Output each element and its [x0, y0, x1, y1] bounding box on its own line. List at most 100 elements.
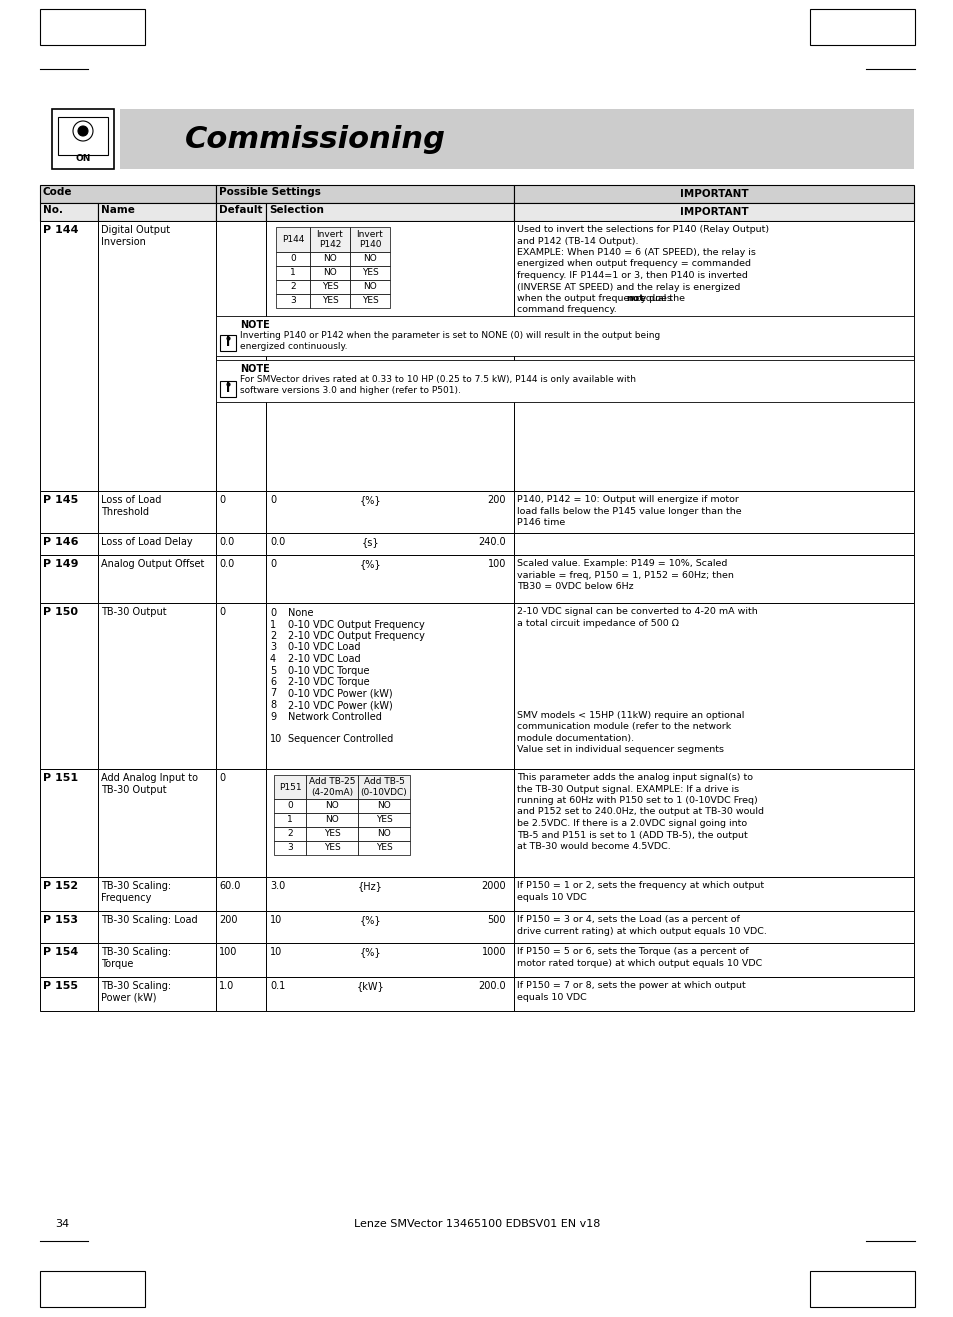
- Text: and P142 (TB-14 Output).: and P142 (TB-14 Output).: [517, 237, 638, 245]
- Bar: [40, 184, 215, 203]
- Text: 0: 0: [287, 801, 293, 810]
- Text: NOTE: NOTE: [240, 363, 270, 374]
- Text: 0.0: 0.0: [219, 537, 234, 547]
- Text: 10: 10: [270, 947, 282, 957]
- Bar: [40, 203, 98, 221]
- Bar: [215, 769, 266, 877]
- Text: {Hz}: {Hz}: [357, 881, 382, 892]
- Text: 200: 200: [487, 495, 505, 504]
- Text: when the output frequency does: when the output frequency does: [517, 294, 674, 303]
- Bar: [120, 109, 913, 169]
- Text: 2-10 VDC Power (kW): 2-10 VDC Power (kW): [288, 701, 393, 710]
- Text: No.: No.: [43, 205, 63, 215]
- Bar: [266, 554, 514, 603]
- Bar: [310, 294, 350, 308]
- Bar: [40, 1271, 145, 1306]
- Text: 10: 10: [270, 915, 282, 925]
- Text: 34: 34: [55, 1220, 69, 1229]
- Text: {%}: {%}: [359, 947, 380, 957]
- Bar: [274, 774, 306, 799]
- Text: YES: YES: [375, 843, 392, 852]
- Text: 7: 7: [270, 689, 276, 698]
- Bar: [215, 943, 266, 977]
- Text: YES: YES: [361, 296, 378, 306]
- Bar: [310, 252, 350, 266]
- Bar: [266, 769, 514, 877]
- Text: Code: Code: [43, 187, 72, 198]
- Text: P140, P142 = 10: Output will energize if motor: P140, P142 = 10: Output will energize if…: [517, 495, 739, 504]
- Bar: [274, 799, 306, 813]
- Text: P 150: P 150: [43, 607, 78, 616]
- Text: YES: YES: [321, 282, 338, 291]
- Bar: [98, 911, 215, 943]
- Bar: [98, 491, 215, 533]
- Bar: [350, 266, 390, 281]
- Bar: [274, 813, 306, 827]
- Bar: [98, 877, 215, 911]
- Text: Digital Output
Inversion: Digital Output Inversion: [101, 225, 170, 246]
- Text: NO: NO: [323, 254, 336, 263]
- Text: If P150 = 1 or 2, sets the frequency at which output: If P150 = 1 or 2, sets the frequency at …: [517, 881, 763, 890]
- Text: P 153: P 153: [43, 915, 78, 925]
- Text: 5: 5: [270, 665, 276, 676]
- Text: Name: Name: [101, 205, 134, 215]
- Text: P 146: P 146: [43, 537, 78, 547]
- Text: Add Analog Input to
TB-30 Output: Add Analog Input to TB-30 Output: [101, 773, 198, 794]
- Text: P144: P144: [281, 234, 304, 244]
- Bar: [215, 977, 266, 1011]
- Text: Loss of Load
Threshold: Loss of Load Threshold: [101, 495, 161, 516]
- Bar: [266, 977, 514, 1011]
- Text: {kW}: {kW}: [355, 981, 384, 990]
- Text: drive current rating) at which output equals 10 VDC.: drive current rating) at which output eq…: [517, 926, 766, 935]
- Bar: [310, 266, 350, 281]
- Text: {s}: {s}: [361, 537, 378, 547]
- Text: (INVERSE AT SPEED) and the relay is energized: (INVERSE AT SPEED) and the relay is ener…: [517, 283, 740, 291]
- Text: YES: YES: [375, 815, 392, 824]
- Circle shape: [73, 121, 92, 141]
- Text: energized continuously.: energized continuously.: [240, 342, 347, 352]
- Bar: [274, 827, 306, 842]
- Bar: [215, 184, 514, 203]
- Text: Inverting P140 or P142 when the parameter is set to NONE (0) will result in the : Inverting P140 or P142 when the paramete…: [240, 331, 659, 340]
- Bar: [98, 603, 215, 769]
- Bar: [357, 813, 410, 827]
- Bar: [514, 221, 913, 491]
- Bar: [266, 943, 514, 977]
- Text: TB-30 Scaling:
Torque: TB-30 Scaling: Torque: [101, 947, 171, 968]
- Bar: [310, 281, 350, 294]
- Text: TB-5 and P151 is set to 1 (ADD TB-5), the output: TB-5 and P151 is set to 1 (ADD TB-5), th…: [517, 831, 747, 839]
- Bar: [52, 109, 113, 169]
- Text: ON: ON: [75, 154, 91, 163]
- Bar: [809, 9, 914, 45]
- Text: {%}: {%}: [359, 558, 380, 569]
- Text: 3.0: 3.0: [270, 881, 285, 892]
- Text: Value set in individual sequencer segments: Value set in individual sequencer segmen…: [517, 745, 723, 755]
- Text: Scaled value. Example: P149 = 10%, Scaled: Scaled value. Example: P149 = 10%, Scale…: [517, 558, 726, 568]
- Bar: [98, 943, 215, 977]
- Text: IMPORTANT: IMPORTANT: [679, 207, 747, 217]
- Text: 0-10 VDC Power (kW): 0-10 VDC Power (kW): [288, 689, 393, 698]
- Bar: [215, 316, 913, 356]
- Text: P 149: P 149: [43, 558, 78, 569]
- Bar: [306, 842, 357, 855]
- Text: 1.0: 1.0: [219, 981, 234, 990]
- Text: P 144: P 144: [43, 225, 78, 234]
- Text: SMV models < 15HP (11kW) require an optional: SMV models < 15HP (11kW) require an opti…: [517, 710, 743, 719]
- Text: P 152: P 152: [43, 881, 78, 892]
- Bar: [514, 184, 913, 203]
- Text: i: i: [226, 382, 230, 395]
- Text: 1000: 1000: [481, 947, 505, 957]
- Text: 2-10 VDC Load: 2-10 VDC Load: [288, 655, 360, 664]
- Text: 8: 8: [270, 701, 275, 710]
- Text: P151: P151: [278, 782, 301, 792]
- Bar: [514, 911, 913, 943]
- Bar: [220, 335, 235, 352]
- Text: 100: 100: [487, 558, 505, 569]
- Text: Lenze SMVector 13465100 EDBSV01 EN v18: Lenze SMVector 13465100 EDBSV01 EN v18: [354, 1220, 599, 1229]
- Text: 0: 0: [270, 495, 275, 504]
- Text: 0: 0: [290, 254, 295, 263]
- Bar: [357, 774, 410, 799]
- Bar: [266, 877, 514, 911]
- Text: 2000: 2000: [481, 881, 505, 892]
- Text: 3: 3: [270, 643, 275, 652]
